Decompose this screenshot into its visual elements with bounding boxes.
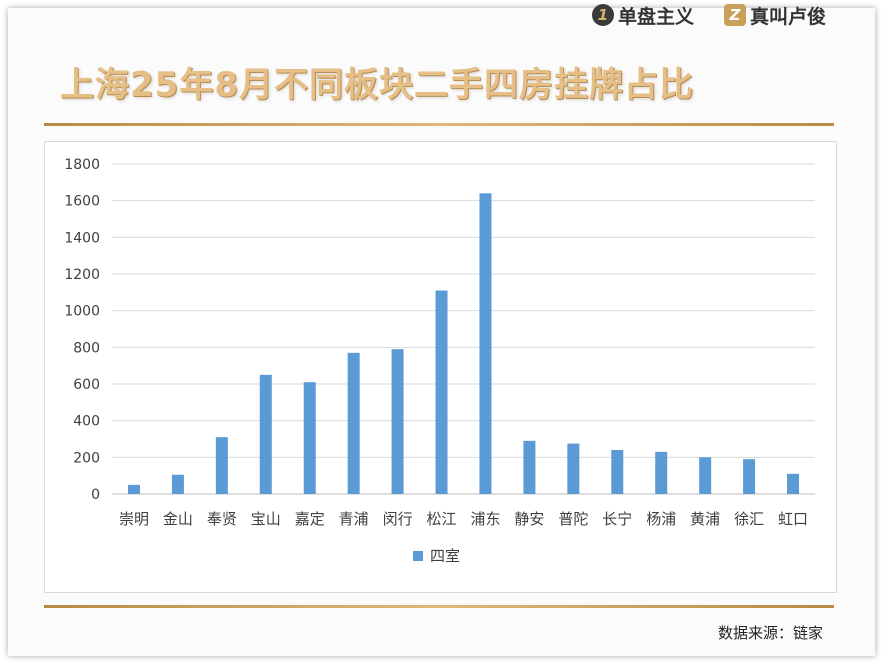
x-tick-label: 长宁 (602, 510, 632, 528)
x-tick-label: 黄浦 (690, 510, 720, 528)
bar (303, 382, 316, 494)
x-tick-label: 浦东 (470, 510, 500, 528)
brand-danpanzhuyi: 1 单盘主义 (592, 2, 694, 28)
x-tick-label: 松江 (427, 510, 457, 528)
x-tick-label: 普陀 (558, 510, 588, 528)
x-tick-label: 杨浦 (646, 510, 676, 528)
source-note: 数据来源：链家 (717, 624, 823, 642)
x-tick-label: 金山 (163, 510, 193, 528)
x-tick-label: 闵行 (383, 510, 413, 528)
bar (611, 450, 624, 494)
bar (391, 349, 404, 494)
bar (699, 457, 712, 494)
x-tick-label: 静安 (514, 510, 544, 528)
brand-zhenjiaolujun: Z 真叫卢俊 (724, 2, 826, 28)
y-tick-label: 1000 (64, 304, 100, 320)
x-tick-label: 虹口 (778, 510, 808, 528)
page-title: 上海25年8月不同板块二手四房挂牌占比 (60, 65, 694, 105)
bar (127, 484, 140, 494)
y-tick-label: 600 (73, 377, 100, 393)
bar (787, 473, 800, 494)
bar (171, 474, 184, 494)
bar (567, 443, 580, 494)
x-tick-label: 嘉定 (295, 510, 325, 528)
bar (435, 290, 448, 494)
x-tick-label: 青浦 (339, 510, 369, 528)
bar (479, 193, 492, 495)
brand-1-badge-icon: 1 (592, 4, 614, 26)
y-tick-label: 800 (73, 340, 100, 356)
brand-2-label: 真叫卢俊 (750, 5, 827, 28)
x-tick-label: 徐汇 (734, 510, 764, 528)
footer-divider (44, 605, 834, 608)
bar (347, 352, 360, 494)
brand-1-label: 单盘主义 (618, 5, 695, 28)
y-tick-label: 1600 (64, 194, 100, 210)
bar (259, 374, 272, 494)
title-divider (44, 123, 834, 126)
brand-2-badge-icon: Z (724, 4, 746, 26)
x-tick-label: 崇明 (119, 510, 149, 528)
legend-swatch (413, 551, 423, 561)
bar (743, 459, 756, 494)
y-tick-label: 0 (91, 487, 100, 503)
legend-label: 四室 (430, 547, 460, 565)
bar (215, 437, 228, 494)
y-tick-label: 200 (73, 450, 100, 466)
bar-chart: 0 200 400 600 800 1000 1200 1400 1600 1800 崇明 金山 奉贤宝… (64, 157, 815, 565)
x-tick-label: 宝山 (251, 510, 281, 528)
y-tick-label: 1200 (64, 267, 100, 283)
x-tick-label: 奉贤 (207, 510, 237, 528)
y-tick-label: 1400 (64, 230, 100, 246)
bar (655, 451, 668, 494)
y-tick-label: 400 (73, 414, 100, 430)
bar (523, 440, 536, 494)
y-tick-label: 1800 (64, 157, 100, 173)
chart-container: 0 200 400 600 800 1000 1200 1400 1600 1800 崇明 金山 奉贤宝… (44, 141, 837, 593)
